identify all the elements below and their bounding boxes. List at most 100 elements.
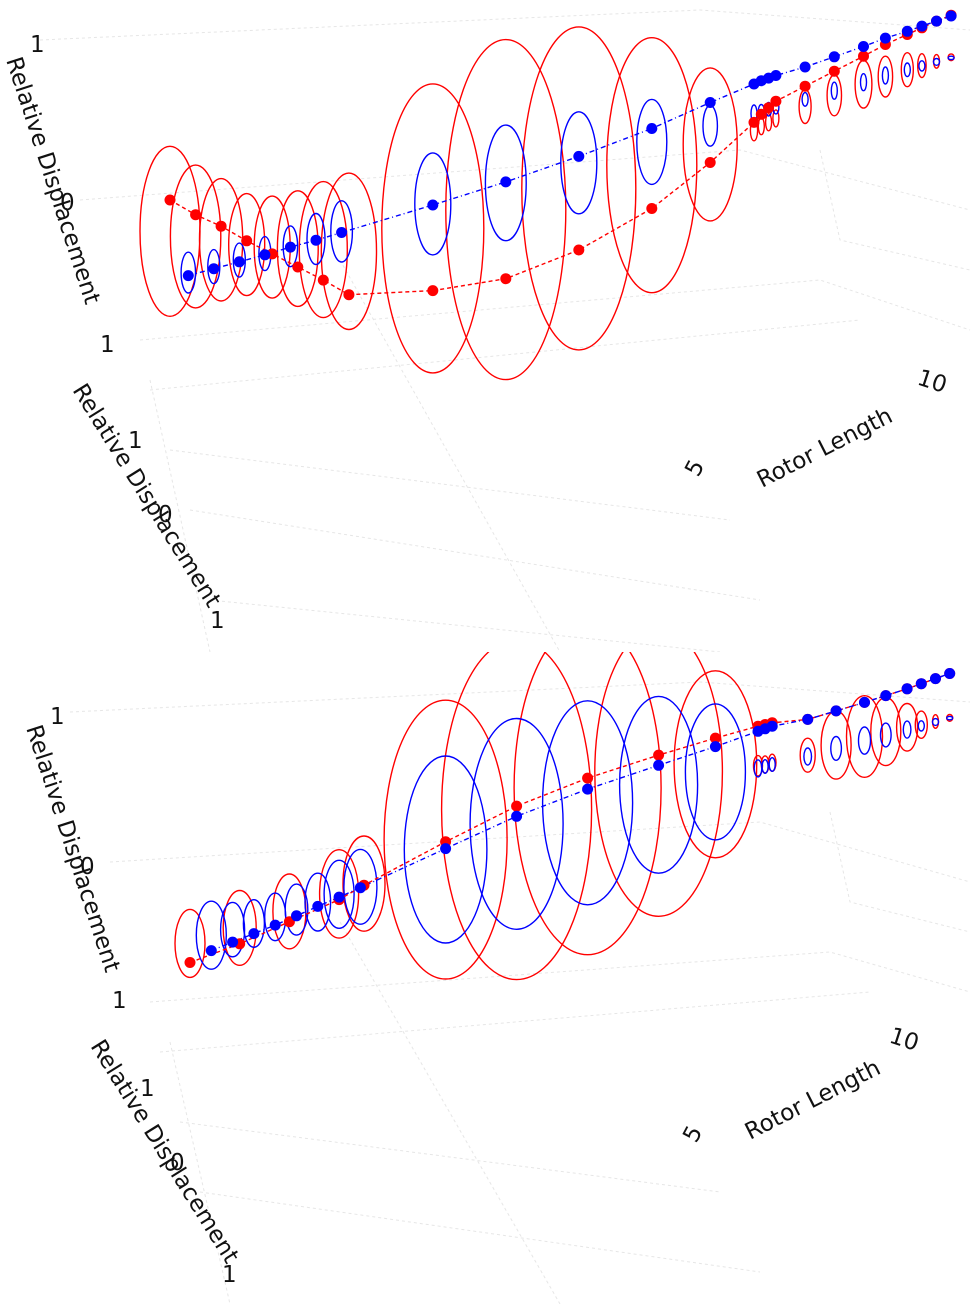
blue-orbit-13 bbox=[753, 759, 763, 778]
red-point-6 bbox=[511, 800, 523, 812]
red-orbit-6 bbox=[440, 652, 593, 981]
red-orbit-17 bbox=[895, 702, 919, 752]
red-point-13 bbox=[748, 116, 760, 128]
blue-point-2 bbox=[233, 256, 245, 268]
red-orbit-14 bbox=[757, 116, 765, 136]
x-tick-5: 5 bbox=[680, 456, 710, 481]
blue-orbit-23 bbox=[947, 55, 955, 61]
blue-point-1 bbox=[208, 263, 220, 275]
blue-orbit-6 bbox=[323, 859, 355, 930]
y-tick-bottom: 1 bbox=[222, 1262, 237, 1288]
blue-point-8 bbox=[440, 843, 452, 855]
blue-orbit-0 bbox=[180, 251, 197, 294]
blue-orbit-18 bbox=[859, 72, 868, 92]
x-axis-label: Rotor Length bbox=[741, 1055, 885, 1145]
blue-orbit-20 bbox=[902, 720, 912, 739]
blue-orbit-14 bbox=[761, 758, 769, 774]
blue-point-3 bbox=[259, 249, 271, 261]
blue-point-23 bbox=[944, 668, 956, 679]
blue-orbit-18 bbox=[857, 726, 872, 755]
red-point-7 bbox=[582, 772, 594, 784]
y-axis-label: Relative Displacement bbox=[85, 1035, 244, 1268]
orbit-rings bbox=[174, 652, 954, 981]
blue-orbit-7 bbox=[343, 848, 378, 925]
red-point-7 bbox=[343, 289, 355, 301]
blue-point-20 bbox=[901, 683, 913, 695]
y-axis-label: Relative Displacement bbox=[67, 379, 226, 612]
red-point-9 bbox=[709, 732, 721, 744]
blue-orbit-4 bbox=[282, 225, 299, 268]
blue-orbit-21 bbox=[918, 60, 926, 72]
red-orbit-5 bbox=[276, 190, 319, 308]
blue-point-21 bbox=[916, 20, 928, 32]
red-orbit-8 bbox=[594, 652, 724, 917]
red-orbit-19 bbox=[931, 714, 940, 730]
blue-orbit-19 bbox=[879, 722, 892, 748]
blue-point-22 bbox=[930, 673, 941, 685]
x-tick-10: 10 bbox=[914, 365, 950, 399]
z-tick-top: 1 bbox=[30, 32, 45, 58]
blue-orbit-17 bbox=[830, 81, 838, 100]
z-axis-label: Relative Displacement bbox=[0, 54, 105, 308]
x-tick-10: 10 bbox=[886, 1023, 922, 1057]
red-point-18 bbox=[828, 65, 840, 77]
red-point-0 bbox=[164, 194, 176, 206]
red-orbit-19 bbox=[854, 59, 873, 109]
red-orbit-0 bbox=[174, 908, 206, 979]
orbit-chart-top: 1 0 1 Relative Displacement 1 0 1 Relati… bbox=[0, 9, 971, 652]
blue-point-18 bbox=[859, 696, 870, 708]
blue-orbit-5 bbox=[304, 872, 332, 932]
red-point-16 bbox=[770, 95, 782, 107]
red-orbit-3 bbox=[227, 192, 266, 297]
blue-orbit-22 bbox=[932, 57, 941, 67]
grid-lines bbox=[39, 9, 971, 652]
red-orbit-1 bbox=[222, 889, 257, 967]
grid-lines bbox=[69, 681, 971, 1304]
x-tick-5: 5 bbox=[678, 1122, 708, 1147]
blue-orbit-1 bbox=[219, 901, 246, 958]
blue-point-17 bbox=[830, 705, 842, 717]
red-orbit-18 bbox=[914, 710, 928, 739]
blue-orbit-9 bbox=[560, 111, 598, 215]
blue-point-3 bbox=[269, 919, 281, 931]
blue-orbit-23 bbox=[946, 715, 954, 721]
red-orbit-21 bbox=[900, 51, 914, 88]
blue-point-5 bbox=[312, 900, 324, 912]
blue-point-6 bbox=[336, 227, 348, 238]
red-point-11 bbox=[646, 203, 658, 214]
blue-point-7 bbox=[427, 199, 439, 211]
red-orbit-9 bbox=[673, 670, 758, 859]
blue-point-17 bbox=[828, 51, 840, 63]
red-point-0 bbox=[184, 957, 196, 968]
red-point-10 bbox=[573, 244, 585, 256]
series-points bbox=[184, 668, 956, 968]
blue-point-11 bbox=[653, 759, 665, 771]
x-axis-label: Rotor Length bbox=[753, 403, 897, 493]
blue-point-10 bbox=[646, 123, 658, 134]
y-tick-middle: 0 bbox=[158, 502, 173, 528]
chart-panel-top: 1 0 1 Relative Displacement 1 0 1 Relati… bbox=[0, 9, 971, 652]
blue-point-12 bbox=[709, 741, 721, 753]
red-point-12 bbox=[704, 157, 716, 168]
blue-point-22 bbox=[931, 15, 942, 27]
blue-point-0 bbox=[205, 945, 217, 957]
blue-orbit-12 bbox=[684, 703, 747, 841]
red-orbit-12 bbox=[682, 67, 738, 222]
blue-orbit-10 bbox=[636, 98, 668, 186]
red-orbit-22 bbox=[917, 52, 927, 79]
red-orbit-8 bbox=[381, 83, 485, 374]
red-orbit-20 bbox=[877, 55, 894, 98]
blue-point-4 bbox=[284, 241, 296, 253]
blue-point-9 bbox=[573, 150, 585, 162]
blue-orbit-16 bbox=[801, 91, 809, 107]
blue-point-15 bbox=[766, 720, 778, 732]
z-axis-label: Relative Displacement bbox=[20, 722, 125, 976]
blue-orbit-10 bbox=[541, 700, 634, 906]
red-point-14 bbox=[755, 108, 767, 120]
blue-point-4 bbox=[291, 910, 302, 922]
blue-point-5 bbox=[310, 234, 322, 246]
z-tick-middle: 0 bbox=[60, 190, 75, 216]
blue-point-15 bbox=[770, 70, 782, 81]
blue-orbit-8 bbox=[484, 124, 527, 242]
red-point-15 bbox=[763, 102, 775, 114]
